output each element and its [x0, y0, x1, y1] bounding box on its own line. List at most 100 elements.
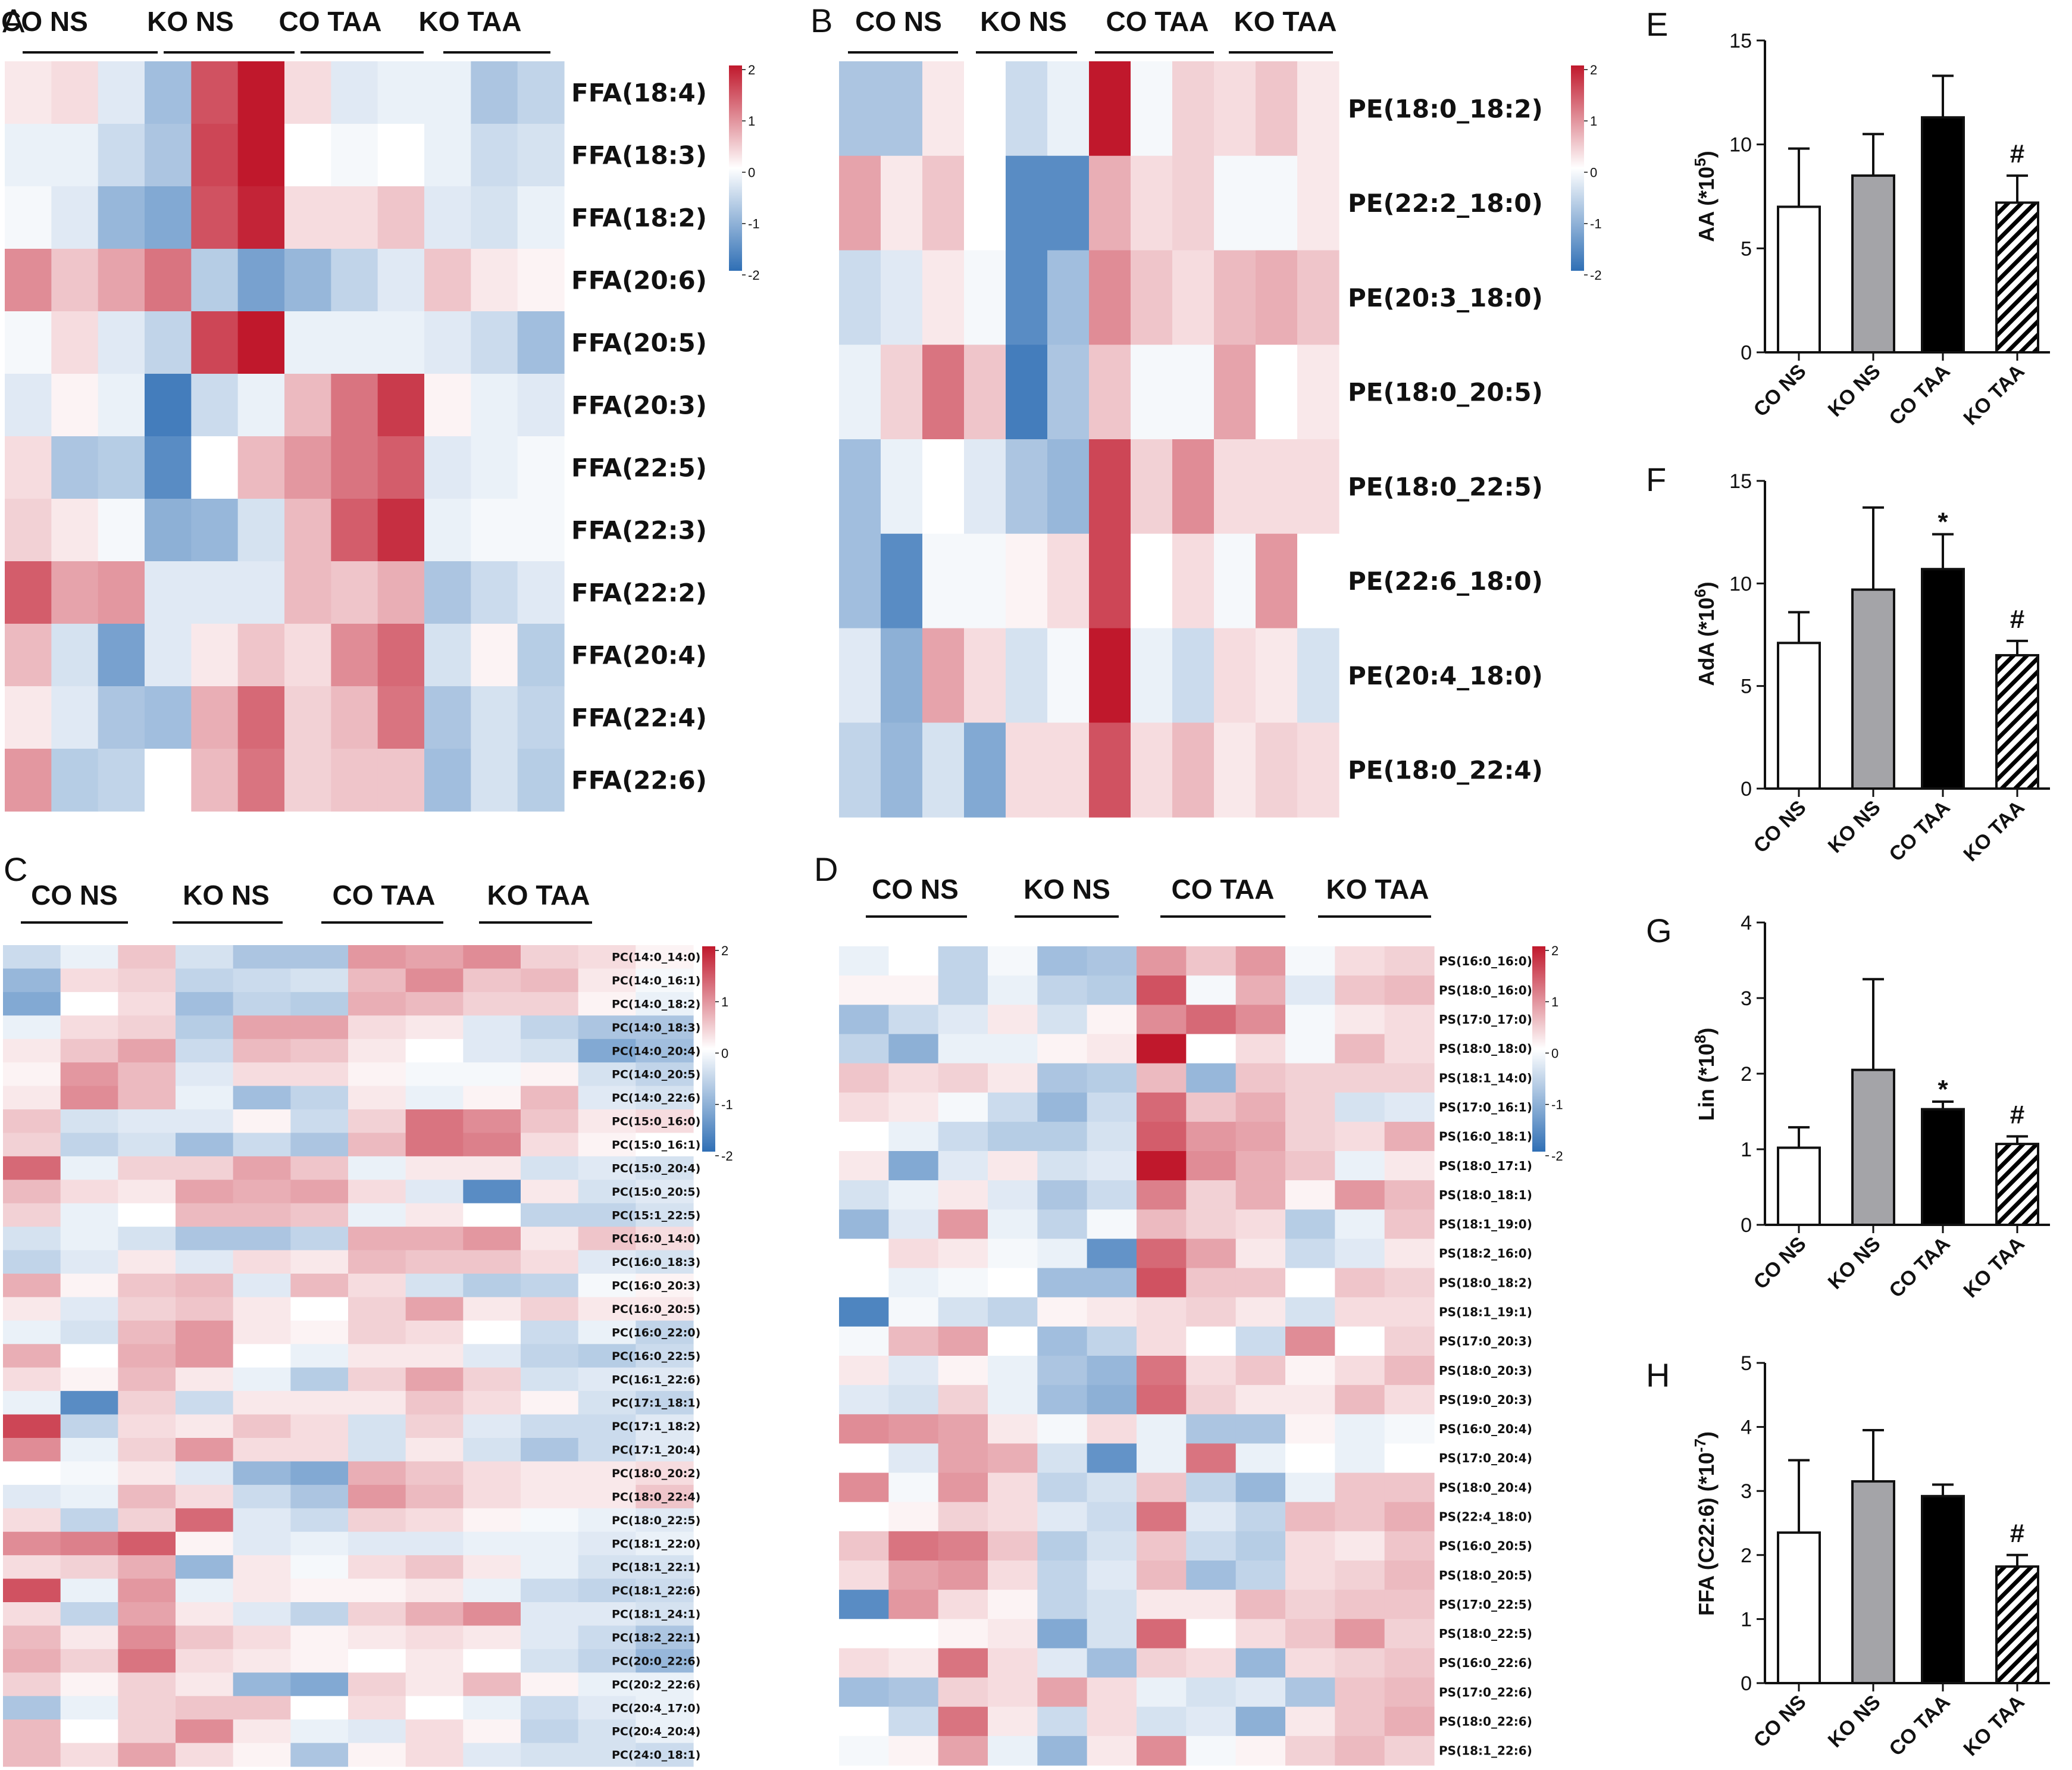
- row-label: PE(18:0_22:5): [1348, 473, 1543, 502]
- heatmap-cell: [284, 311, 331, 374]
- heatmap-cell: [463, 1180, 521, 1204]
- heatmap-cell: [51, 374, 99, 437]
- heatmap-cell: [1256, 155, 1298, 251]
- heatmap-cell: [1285, 1619, 1335, 1649]
- heatmap-cell: [1087, 1561, 1137, 1590]
- row-label: FFA(22:6): [571, 766, 707, 795]
- heatmap-cell: [578, 968, 636, 993]
- heatmap-cell: [60, 1578, 118, 1603]
- y-tick-label: 0: [1741, 1672, 1752, 1695]
- heatmap-cell: [237, 311, 285, 374]
- heatmap-cell: [98, 374, 145, 437]
- heatmap-cell: [1186, 1561, 1237, 1590]
- heatmap-cell: [176, 945, 234, 970]
- row-label: PE(20:4_18:0): [1348, 661, 1543, 690]
- heatmap-cell: [60, 1391, 118, 1415]
- heatmap-cell: [1172, 439, 1215, 534]
- heatmap-cell: [988, 1326, 1038, 1356]
- heatmap-cell: [938, 1005, 988, 1035]
- row-label: PS(17:0_22:5): [1439, 1597, 1532, 1612]
- heatmap-cell: [1384, 1151, 1435, 1181]
- heatmap-cell: [3, 1133, 61, 1157]
- heatmap-cell: [636, 1320, 694, 1344]
- heatmap-cell: [191, 499, 239, 562]
- heatmap-cell: [233, 1367, 291, 1391]
- heatmap-cell: [348, 968, 406, 993]
- heatmap-cell: [521, 1555, 579, 1580]
- heatmap-cell: [51, 561, 99, 624]
- heatmap-cell: [3, 1344, 61, 1368]
- heatmap-cell: [233, 1109, 291, 1134]
- heatmap-cell: [1006, 628, 1048, 723]
- heatmap-cell: [1235, 946, 1286, 976]
- heatmap-cell: [118, 1109, 176, 1134]
- heatmap-cell: [888, 1706, 939, 1737]
- row-label: PS(18:0_20:3): [1439, 1364, 1532, 1378]
- heatmap-cell: [839, 723, 881, 818]
- heatmap-cell: [1235, 1472, 1286, 1503]
- heatmap-cell: [1186, 1121, 1237, 1152]
- heatmap-cell: [463, 1297, 521, 1321]
- heatmap-cell: [348, 1156, 406, 1180]
- x-tick-label: KO TAA: [1959, 796, 2029, 866]
- heatmap-cell: [237, 686, 285, 749]
- heatmap-cell: [290, 1531, 349, 1556]
- group-label: KO TAA: [1326, 874, 1429, 905]
- heatmap-cell: [1285, 1034, 1335, 1064]
- heatmap-cell: [988, 1472, 1038, 1503]
- heatmap-cell: [1006, 723, 1048, 818]
- heatmap-cell: [233, 1062, 291, 1087]
- row-label: PS(18:0_22:6): [1439, 1715, 1532, 1729]
- heatmap-cell: [521, 945, 579, 970]
- row-label: PC(20:4_20:4): [612, 1725, 700, 1738]
- row-label: PC(16:0_20:5): [612, 1303, 700, 1316]
- heatmap-cell: [1285, 1092, 1335, 1122]
- heatmap-cell: [284, 249, 331, 312]
- heatmap-cell: [471, 436, 518, 499]
- heatmap-cell: [405, 1531, 464, 1556]
- heatmap-cell: [3, 1297, 61, 1321]
- heatmap-cell: [839, 1735, 889, 1766]
- heatmap-cell: [1047, 439, 1090, 534]
- heatmap-cell: [521, 1602, 579, 1627]
- heatmap-cell: [1172, 250, 1215, 345]
- heatmap-cell: [290, 1133, 349, 1157]
- heatmap-cell: [284, 561, 331, 624]
- heatmap-cell: [1087, 1385, 1137, 1415]
- heatmap-cell: [405, 1578, 464, 1603]
- x-tick-label: CO NS: [1749, 796, 1811, 858]
- heatmap-cell: [284, 686, 331, 749]
- heatmap-cell: [521, 1203, 579, 1227]
- heatmap-cell: [463, 1649, 521, 1673]
- heatmap-cell: [1235, 1180, 1286, 1210]
- heatmap-cell: [405, 1484, 464, 1509]
- heatmap-cell: [348, 1531, 406, 1556]
- heatmap-cell: [331, 374, 378, 437]
- heatmap-cell: [888, 1121, 939, 1152]
- heatmap-cell: [1087, 1472, 1137, 1503]
- heatmap-cell: [1285, 1735, 1335, 1766]
- colorbar-tick-label: 0: [1551, 1046, 1558, 1061]
- heatmap-cell: [118, 1555, 176, 1580]
- heatmap-cell: [290, 1274, 349, 1298]
- heatmap-cell: [331, 249, 378, 312]
- heatmap-cell: [1137, 1648, 1187, 1678]
- heatmap-cell: [578, 1696, 636, 1720]
- heatmap-cell: [405, 1203, 464, 1227]
- heatmap-cell: [176, 1555, 234, 1580]
- heatmap-cell: [233, 1602, 291, 1627]
- heatmap-cell: [1037, 1735, 1088, 1766]
- heatmap-cell: [1137, 1239, 1187, 1269]
- heatmap-cell: [463, 1484, 521, 1509]
- heatmap-cell: [636, 1109, 694, 1134]
- heatmap-cell: [938, 1268, 988, 1298]
- heatmap-cell: [1256, 61, 1298, 157]
- heatmap-cell: [839, 628, 881, 723]
- y-axis-title: AA (*105): [1691, 151, 1719, 242]
- colorbar-tick-label: 2: [748, 62, 755, 77]
- heatmap-cell: [1186, 1092, 1237, 1122]
- heatmap-cell: [1384, 1590, 1435, 1619]
- heatmap-cell: [405, 1602, 464, 1627]
- heatmap-cell: [1037, 1385, 1088, 1415]
- heatmap-cell: [290, 1438, 349, 1462]
